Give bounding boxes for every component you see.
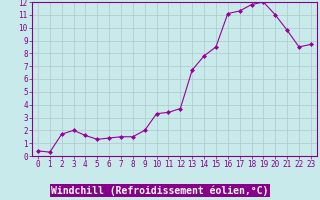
Text: Windchill (Refroidissement éolien,°C): Windchill (Refroidissement éolien,°C) [51, 186, 269, 196]
